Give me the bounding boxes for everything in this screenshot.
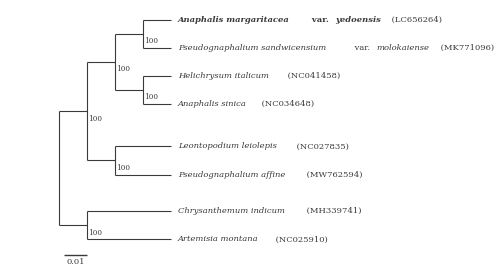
Text: Chrysanthemum indicum: Chrysanthemum indicum — [178, 207, 285, 215]
Text: (NC041458): (NC041458) — [285, 72, 340, 80]
Text: Anaphalis margaritacea: Anaphalis margaritacea — [178, 16, 290, 24]
Text: 100: 100 — [144, 37, 158, 45]
Text: Anaphalis sinica: Anaphalis sinica — [178, 100, 247, 108]
Text: 100: 100 — [144, 93, 158, 102]
Text: Helichrysum italicum: Helichrysum italicum — [178, 72, 269, 80]
Text: (MH339741): (MH339741) — [304, 207, 361, 215]
Text: molokaiense: molokaiense — [376, 44, 429, 52]
Text: 100: 100 — [116, 164, 130, 172]
Text: var.: var. — [352, 44, 372, 52]
Text: (MK771096): (MK771096) — [438, 44, 494, 52]
Text: (NC027835): (NC027835) — [294, 142, 349, 150]
Text: yedoensis: yedoensis — [336, 16, 382, 24]
Text: var.: var. — [309, 16, 332, 24]
Text: Pseudognaphalium sandwicensium: Pseudognaphalium sandwicensium — [178, 44, 326, 52]
Text: 0.01: 0.01 — [66, 258, 84, 266]
Text: Pseudognaphalium affine: Pseudognaphalium affine — [178, 171, 286, 178]
Text: 100: 100 — [116, 65, 130, 73]
Text: Leontopodium leiolepis: Leontopodium leiolepis — [178, 142, 277, 150]
Text: (LC656264): (LC656264) — [390, 16, 442, 24]
Text: (MW762594): (MW762594) — [304, 171, 362, 178]
Text: (NC034648): (NC034648) — [259, 100, 314, 108]
Text: 100: 100 — [88, 229, 102, 237]
Text: Artemisia montana: Artemisia montana — [178, 235, 258, 243]
Text: 100: 100 — [88, 114, 102, 123]
Text: (NC025910): (NC025910) — [272, 235, 328, 243]
